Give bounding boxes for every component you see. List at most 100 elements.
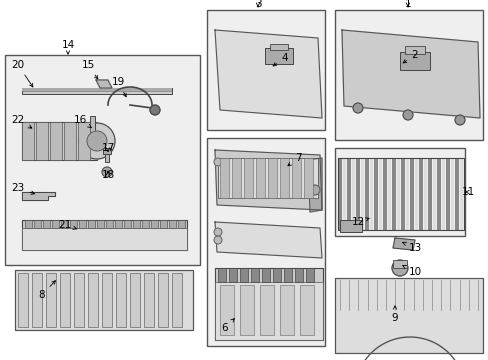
Circle shape xyxy=(150,105,160,115)
Bar xyxy=(431,158,435,230)
Bar xyxy=(339,220,361,232)
Circle shape xyxy=(391,260,407,276)
Bar xyxy=(294,268,303,282)
Bar xyxy=(215,268,323,340)
Text: 15: 15 xyxy=(81,60,98,79)
Polygon shape xyxy=(307,158,321,212)
Bar xyxy=(405,158,408,230)
Bar xyxy=(454,158,458,230)
Bar xyxy=(46,273,56,327)
Bar xyxy=(88,220,95,228)
Bar xyxy=(250,268,259,282)
Bar xyxy=(90,116,95,138)
Bar xyxy=(102,273,112,327)
Bar xyxy=(459,158,462,230)
Bar xyxy=(103,148,111,154)
Bar xyxy=(32,273,42,327)
Polygon shape xyxy=(215,222,321,258)
Bar xyxy=(342,158,346,230)
Bar xyxy=(337,158,341,230)
Bar xyxy=(22,88,172,94)
Bar xyxy=(206,10,325,130)
Circle shape xyxy=(214,228,222,236)
Bar xyxy=(334,10,482,140)
Bar xyxy=(267,158,276,198)
Bar xyxy=(280,285,293,335)
Text: 12: 12 xyxy=(351,217,368,227)
Bar xyxy=(260,285,273,335)
Bar xyxy=(220,285,234,335)
Bar xyxy=(272,268,281,282)
Bar xyxy=(169,220,176,228)
Bar xyxy=(427,158,430,230)
Text: 1: 1 xyxy=(404,0,410,9)
Bar xyxy=(382,158,386,230)
Bar xyxy=(337,158,463,230)
Bar xyxy=(22,88,172,91)
Text: 9: 9 xyxy=(391,306,398,323)
Bar xyxy=(304,158,312,198)
Bar xyxy=(60,273,70,327)
Bar xyxy=(299,285,313,335)
Bar xyxy=(142,220,149,228)
Bar xyxy=(172,273,182,327)
Circle shape xyxy=(79,123,115,159)
Circle shape xyxy=(309,185,319,195)
Circle shape xyxy=(402,110,412,120)
Bar xyxy=(449,158,453,230)
Bar xyxy=(305,268,313,282)
Bar xyxy=(404,46,424,54)
Text: 18: 18 xyxy=(101,170,114,180)
Bar xyxy=(22,122,34,160)
Bar xyxy=(355,158,359,230)
Bar xyxy=(373,158,377,230)
Circle shape xyxy=(87,131,107,151)
Bar xyxy=(269,44,287,50)
Polygon shape xyxy=(22,192,55,200)
Bar xyxy=(61,220,68,228)
Bar xyxy=(18,273,28,327)
Bar xyxy=(74,273,84,327)
Bar xyxy=(79,220,86,228)
Bar xyxy=(116,273,126,327)
Bar xyxy=(334,278,482,353)
Bar xyxy=(399,52,429,70)
Bar xyxy=(436,158,440,230)
Text: 13: 13 xyxy=(402,242,421,253)
Bar xyxy=(284,268,291,282)
Text: 8: 8 xyxy=(39,281,55,300)
Bar xyxy=(50,122,62,160)
Bar xyxy=(351,158,354,230)
Text: 3: 3 xyxy=(254,0,261,9)
Bar xyxy=(386,158,390,230)
Text: 10: 10 xyxy=(402,265,421,277)
Bar xyxy=(206,138,325,346)
Bar xyxy=(264,48,292,64)
Bar xyxy=(228,268,237,282)
Bar xyxy=(218,268,225,282)
Polygon shape xyxy=(215,30,321,118)
Bar xyxy=(391,158,395,230)
Bar xyxy=(378,158,381,230)
Text: 14: 14 xyxy=(61,40,75,54)
Bar xyxy=(130,273,140,327)
Bar xyxy=(64,122,76,160)
Bar xyxy=(414,158,417,230)
Bar xyxy=(88,273,98,327)
Text: 2: 2 xyxy=(402,50,417,63)
Bar xyxy=(396,158,399,230)
Bar xyxy=(22,228,186,250)
Bar xyxy=(334,278,482,353)
Bar xyxy=(115,220,122,228)
Bar xyxy=(52,220,59,228)
Polygon shape xyxy=(215,150,321,210)
Text: 22: 22 xyxy=(11,115,32,128)
Bar xyxy=(364,158,368,230)
Bar xyxy=(291,158,301,198)
Bar xyxy=(215,282,323,340)
Polygon shape xyxy=(392,238,414,250)
Bar xyxy=(97,220,104,228)
Text: 16: 16 xyxy=(73,115,92,128)
Bar xyxy=(106,220,113,228)
Bar xyxy=(78,122,90,160)
